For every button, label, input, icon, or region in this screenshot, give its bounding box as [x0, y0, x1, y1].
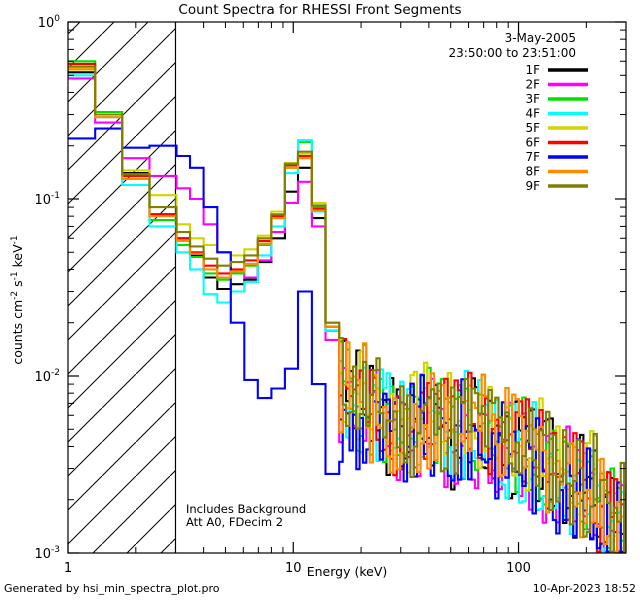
y-axis-label-base: counts cm — [10, 300, 25, 365]
y-axis-label-exp2: -1 — [10, 271, 20, 280]
legend-label-9f: 9F — [525, 179, 540, 193]
y-axis-label: counts cm-2 s-1 keV-1 — [10, 235, 25, 364]
footer-generator: Generated by hsi_min_spectra_plot.pro — [4, 582, 220, 595]
low-energy-hatched-region — [68, 22, 177, 553]
legend-label-1f: 1F — [525, 63, 540, 77]
legend-label-4f: 4F — [525, 107, 540, 121]
plot-annotation: Includes Background Att A0, FDecim 2 — [186, 502, 306, 529]
y-axis-label-mid2: keV — [10, 244, 25, 271]
legend-label-3f: 3F — [525, 92, 540, 106]
hatch-fill — [68, 22, 176, 553]
x-tick-label: 100 — [506, 561, 531, 576]
plot-frame — [67, 21, 627, 554]
annotation-line-2: Att A0, FDecim 2 — [186, 515, 283, 529]
legend-label-7f: 7F — [525, 150, 540, 164]
footer-timestamp: 10-Apr-2023 18:52 — [533, 582, 636, 595]
svg-text:counts cm-2 s-1 keV-1: counts cm-2 s-1 keV-1 — [10, 235, 25, 364]
y-axis-label-exp3: -1 — [10, 235, 20, 244]
legend-label-8f: 8F — [525, 165, 540, 179]
legend-label-6f: 6F — [525, 136, 540, 150]
chart-title: Count Spectra for RHESSI Front Segments — [178, 2, 461, 18]
legend-label-5f: 5F — [525, 121, 540, 135]
x-axis-label: Energy (keV) — [307, 564, 388, 579]
legend-label-2f: 2F — [525, 78, 540, 92]
observation-interval: 23:50:00 to 23:51:00 — [449, 46, 576, 60]
x-tick-label: 1 — [64, 561, 72, 576]
header-block: 3-May-2005 23:50:00 to 23:51:00 — [449, 31, 576, 60]
spectra-series-layer — [68, 60, 626, 553]
annotation-line-1: Includes Background — [186, 502, 306, 516]
x-tick-label: 10 — [285, 561, 302, 576]
spectrum-line-9f — [68, 65, 626, 553]
y-axis-label-mid1: s — [10, 280, 25, 291]
observation-date: 3-May-2005 — [505, 31, 576, 45]
y-axis-label-exp1: -2 — [10, 291, 20, 300]
